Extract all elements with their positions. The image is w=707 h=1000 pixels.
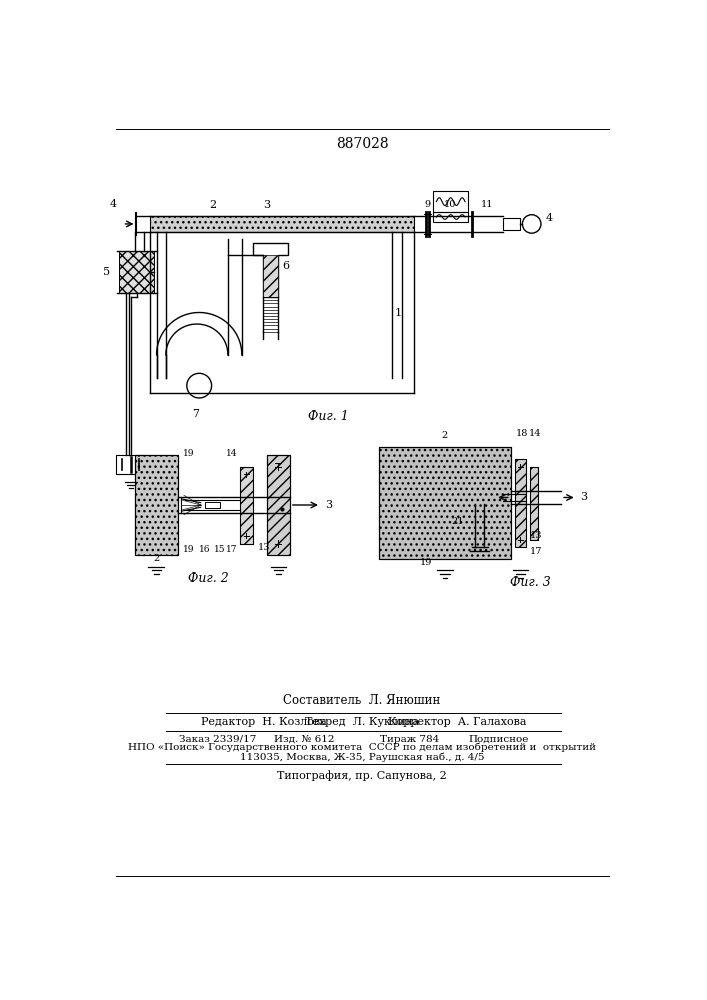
Text: 7: 7 — [192, 409, 199, 419]
Bar — [433, 212, 468, 222]
Text: 1: 1 — [395, 308, 402, 318]
Bar — [267, 455, 290, 555]
Bar — [135, 455, 177, 555]
Text: Редактор  Н. Козлова: Редактор Н. Козлова — [201, 717, 327, 727]
Bar — [267, 455, 290, 555]
Text: Типография, пр. Сапунова, 2: Типография, пр. Сапунова, 2 — [277, 771, 447, 781]
Text: 17: 17 — [226, 545, 238, 554]
Text: Подписное: Подписное — [468, 735, 529, 744]
Text: 16: 16 — [199, 545, 211, 554]
Text: 4: 4 — [110, 199, 117, 209]
Text: 3: 3 — [325, 500, 332, 510]
Text: 2: 2 — [442, 431, 448, 440]
Text: 3: 3 — [580, 492, 588, 502]
Text: 17: 17 — [530, 547, 543, 556]
Text: Заказ 2339/17: Заказ 2339/17 — [179, 735, 257, 744]
Bar — [204, 502, 220, 508]
Text: Фиг. 1: Фиг. 1 — [308, 410, 349, 423]
Bar — [530, 466, 538, 540]
Text: 11: 11 — [481, 200, 493, 209]
Text: НПО «Поиск» Государственного комитета  СССР по делам изобретений и  открытий: НПО «Поиск» Государственного комитета СС… — [128, 743, 596, 752]
Bar — [263, 255, 279, 297]
Text: 887028: 887028 — [336, 137, 388, 151]
Text: 14: 14 — [530, 429, 542, 438]
Text: 19: 19 — [419, 558, 432, 567]
Text: 2: 2 — [209, 200, 216, 210]
Text: 13: 13 — [530, 531, 543, 540]
Text: 14: 14 — [226, 449, 238, 458]
Bar — [433, 191, 468, 212]
Text: Составитель  Л. Янюшин: Составитель Л. Янюшин — [284, 694, 440, 707]
Text: 18: 18 — [516, 429, 529, 438]
Text: Техред  Л. Куклина: Техред Л. Куклина — [305, 717, 419, 727]
Bar — [530, 466, 538, 540]
Text: 10: 10 — [444, 200, 457, 209]
Text: Корректор  А. Галахова: Корректор А. Галахова — [387, 717, 526, 727]
Text: 15: 15 — [214, 545, 226, 554]
Text: 4: 4 — [546, 213, 553, 223]
Text: 19: 19 — [183, 545, 195, 554]
Bar — [151, 216, 414, 232]
Bar — [240, 466, 253, 544]
Bar — [515, 459, 526, 547]
Text: Тираж 784: Тираж 784 — [380, 735, 440, 744]
Text: 2: 2 — [153, 554, 159, 563]
Text: 113035, Москва, Ж-35, Раушская наб., д. 4/5: 113035, Москва, Ж-35, Раушская наб., д. … — [240, 752, 484, 762]
Bar — [503, 218, 520, 230]
Bar — [379, 447, 510, 559]
Bar — [119, 251, 154, 293]
Bar — [115, 455, 146, 474]
Text: 3: 3 — [263, 200, 270, 210]
Text: Фиг. 3: Фиг. 3 — [510, 576, 551, 588]
Bar — [379, 447, 510, 559]
Bar — [240, 466, 253, 544]
Text: 5: 5 — [103, 267, 110, 277]
Text: 21: 21 — [452, 517, 464, 526]
Text: 19: 19 — [183, 449, 195, 458]
Text: 13: 13 — [257, 543, 270, 552]
Text: Фиг. 2: Фиг. 2 — [188, 572, 229, 585]
Text: Изд. № 612: Изд. № 612 — [274, 735, 334, 744]
Bar — [135, 455, 177, 555]
Text: 6: 6 — [282, 261, 289, 271]
Bar — [515, 459, 526, 547]
Text: 9: 9 — [424, 200, 430, 209]
